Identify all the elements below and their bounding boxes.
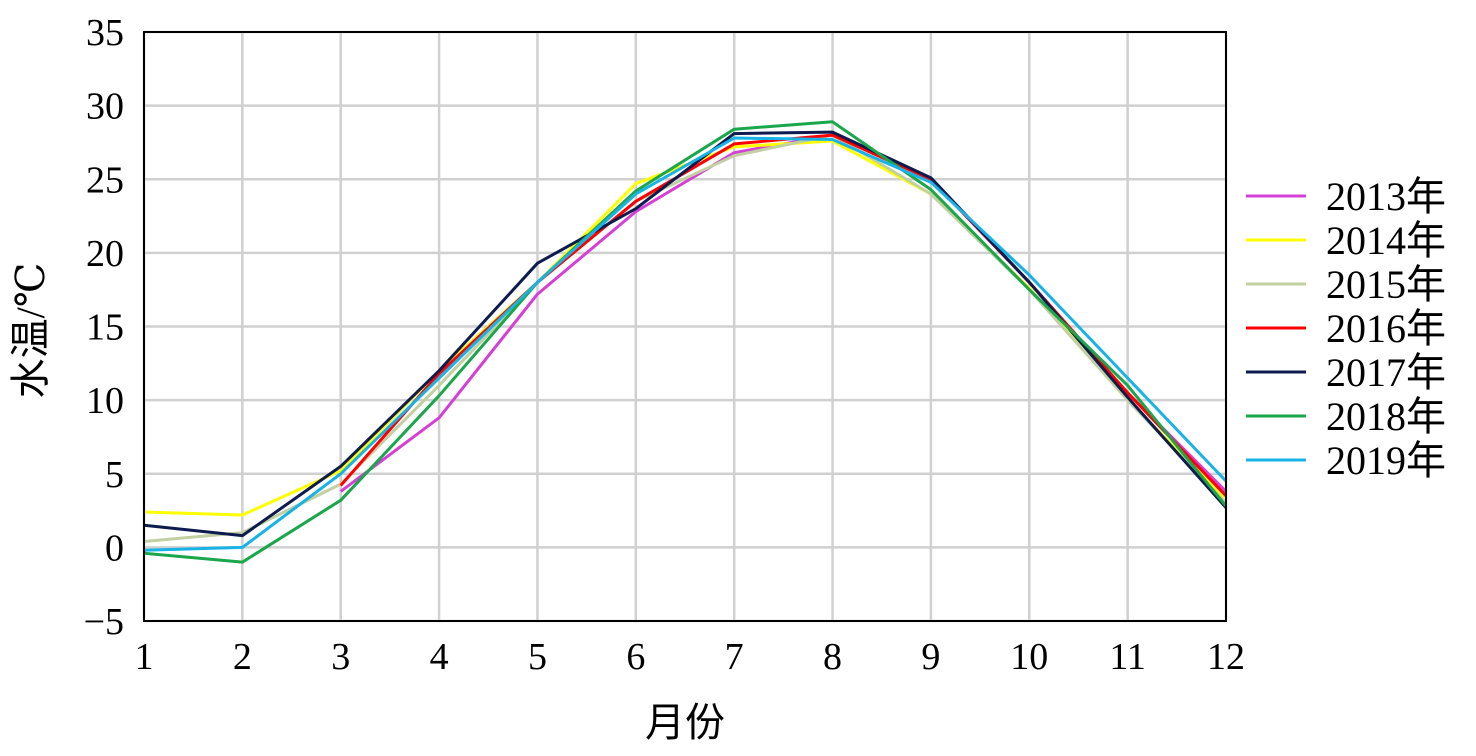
series-lines (143, 120, 1228, 564)
y-tick-label: 10 (86, 380, 124, 422)
legend-entry-label: 2017年 (1326, 350, 1446, 395)
legend-entry-label: 2018年 (1326, 394, 1446, 439)
y-tick-label: 15 (86, 307, 124, 349)
y-axis-ticks: 35 30 25 20 15 10 5 0 −5 (84, 12, 124, 643)
x-tick-label: 11 (1109, 636, 1146, 678)
y-tick-label: 20 (86, 233, 124, 275)
y-axis-label: 水温/℃ (8, 263, 53, 399)
series-line (143, 130, 1228, 538)
series-line (339, 133, 1228, 497)
series-line (339, 133, 1228, 493)
legend-entry-label: 2015年 (1326, 262, 1446, 307)
x-tick-label: 4 (430, 636, 449, 678)
y-tick-label: 5 (105, 454, 124, 496)
series-line (143, 120, 1228, 564)
x-tick-label: 7 (725, 636, 744, 678)
y-tick-label: 25 (86, 159, 124, 201)
x-tick-label: 10 (1010, 636, 1048, 678)
y-tick-label: −5 (84, 601, 124, 643)
x-tick-label: 2 (233, 636, 252, 678)
x-axis-ticks: 1 2 3 4 5 6 7 8 9 10 11 12 (135, 636, 1246, 678)
y-tick-label: 0 (105, 527, 124, 569)
legend-entry-label: 2016年 (1326, 306, 1446, 351)
x-tick-label: 9 (921, 636, 940, 678)
series-line (143, 133, 1228, 543)
legend-entry-label: 2014年 (1326, 218, 1446, 263)
x-axis-label: 月份 (645, 700, 725, 745)
x-tick-label: 12 (1207, 636, 1245, 678)
series-line (143, 136, 1228, 552)
x-tick-label: 3 (331, 636, 350, 678)
plot-frame (143, 31, 1227, 622)
x-tick-label: 8 (823, 636, 842, 678)
x-tick-label: 5 (528, 636, 547, 678)
x-tick-label: 1 (135, 636, 154, 678)
y-tick-label: 30 (86, 86, 124, 128)
legend-entry-label: 2013年 (1326, 174, 1446, 219)
x-tick-label: 6 (626, 636, 645, 678)
y-tick-label: 35 (86, 12, 124, 54)
legend-entry-label: 2019年 (1326, 438, 1446, 483)
